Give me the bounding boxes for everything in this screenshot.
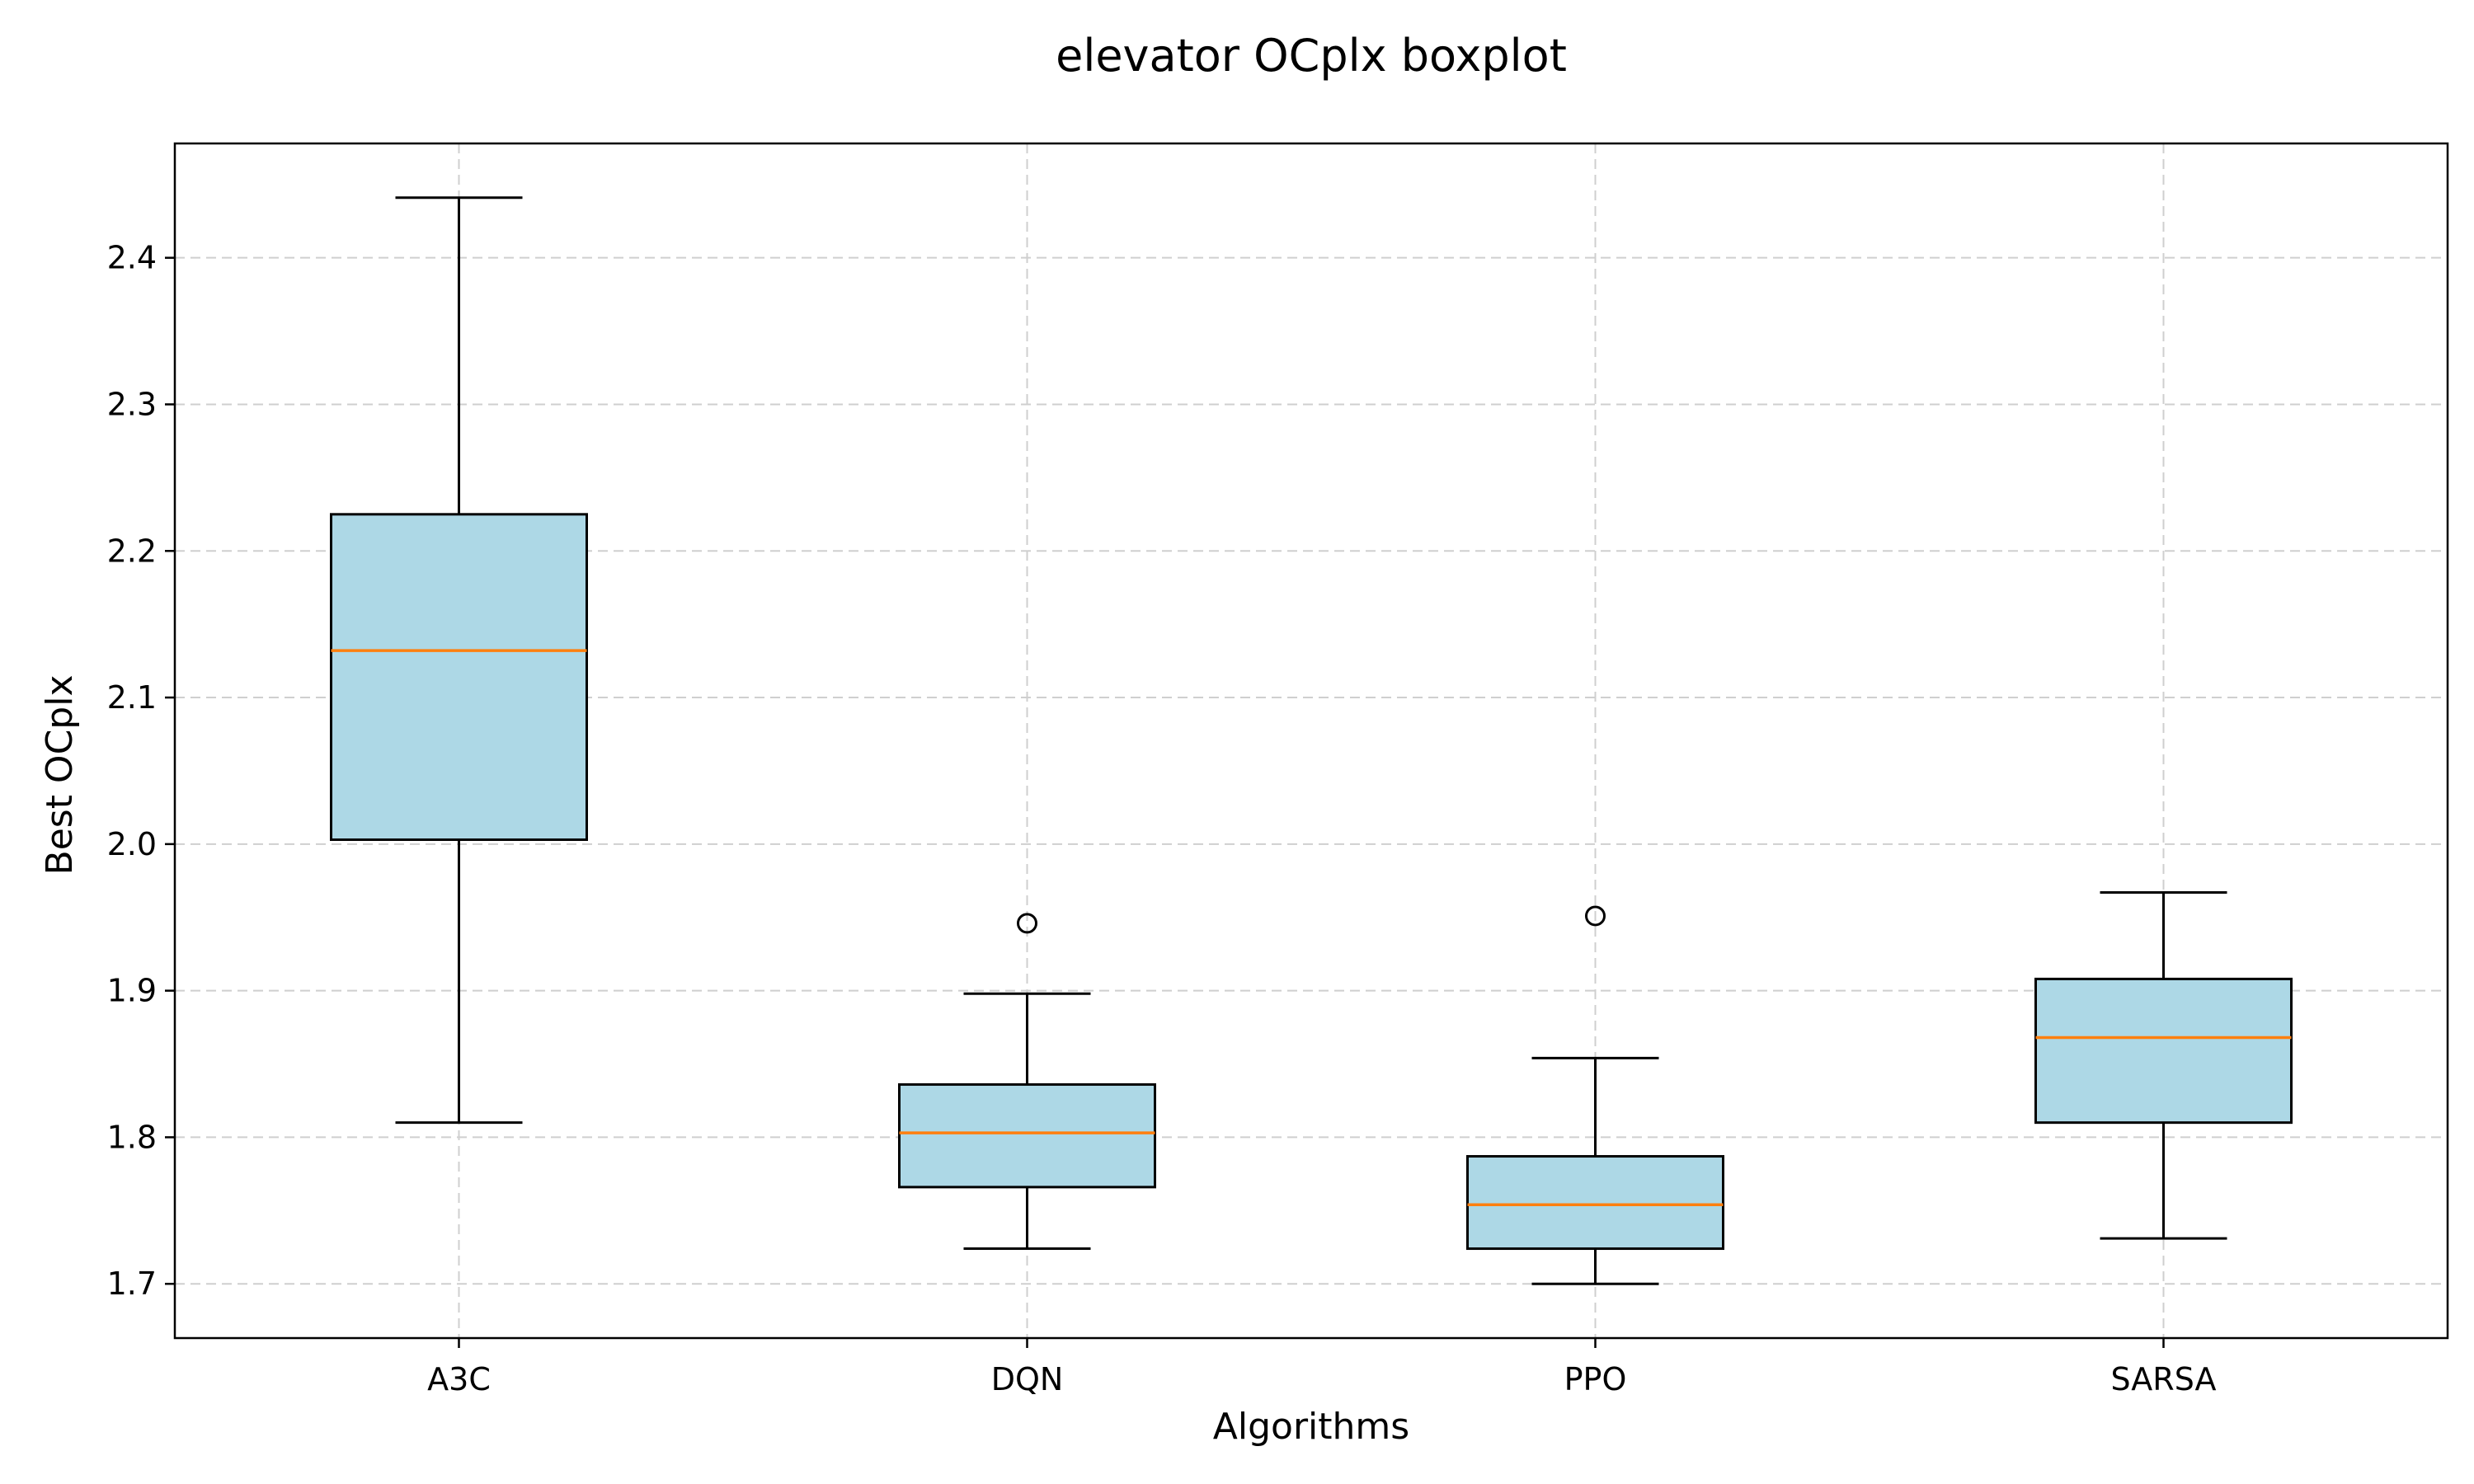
y-tick-label: 2.2 [107,533,157,569]
y-tick-label: 2.3 [107,386,157,422]
x-axis-label: Algorithms [1213,1406,1409,1448]
x-tick-label: DQN [991,1361,1064,1397]
y-tick-label: 1.9 [107,973,157,1009]
x-tick-label: A3C [427,1361,491,1397]
y-tick-label: 1.7 [107,1266,157,1302]
y-tick-label: 2.0 [107,826,157,862]
iqr-box [330,513,588,842]
iqr-box [1466,1155,1724,1251]
iqr-box [2034,977,2293,1125]
outlier-point [1017,913,1037,934]
box-group-a3c [330,196,588,1125]
x-tick-label: SARSA [2110,1361,2216,1397]
y-axis-label: Best OCplx [39,675,81,876]
x-tick-label: PPO [1564,1361,1627,1397]
chart-title: elevator OCplx boxplot [1056,30,1567,82]
outlier-point [1585,905,1606,927]
iqr-box [898,1082,1156,1189]
y-tick-label: 2.1 [107,679,157,716]
box-group-ppo [1466,905,1724,1285]
boxes-layer [330,196,2293,1285]
box-group-dqn [898,913,1156,1251]
y-tick-label: 2.4 [107,240,157,276]
ticks-layer: 1.7 1.8 1.9 2.0 2.1 2.2 2.3 2.4 A3C DQN PPO SARSA [107,240,2217,1397]
y-tick-label: 1.8 [107,1119,157,1155]
box-group-sarsa [2034,891,2293,1240]
plot-frame [173,142,2449,1340]
